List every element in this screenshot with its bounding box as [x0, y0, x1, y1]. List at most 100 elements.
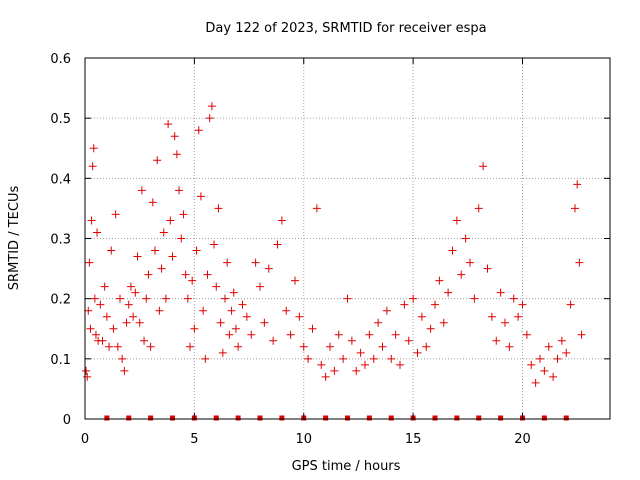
data-point: [159, 228, 168, 237]
zero-marker: [366, 415, 372, 421]
data-point: [214, 204, 223, 213]
data-point: [409, 294, 418, 303]
data-point: [404, 336, 413, 345]
zero-marker: [563, 415, 569, 421]
data-point: [422, 342, 431, 351]
zero-marker: [454, 415, 460, 421]
grid: [85, 58, 610, 419]
y-axis-label: SRMTID / TECUs: [7, 186, 22, 291]
data-point: [374, 318, 383, 327]
x-tick-label: 10: [295, 432, 312, 447]
data-point: [82, 366, 91, 375]
data-point: [90, 294, 99, 303]
data-point: [223, 258, 232, 267]
data-point: [457, 270, 466, 279]
data-point: [164, 120, 173, 129]
data-point: [100, 282, 109, 291]
data-point: [229, 288, 238, 297]
data-point: [479, 162, 488, 171]
data-point: [109, 324, 118, 333]
data-point: [321, 372, 330, 381]
data-point: [105, 342, 114, 351]
data-point: [199, 306, 208, 315]
data-point: [129, 312, 138, 321]
data-point: [356, 348, 365, 357]
data-point: [194, 126, 203, 135]
data-point: [439, 318, 448, 327]
data-point: [461, 234, 470, 243]
data-point: [317, 360, 326, 369]
data-point: [111, 210, 120, 219]
zero-marker: [104, 415, 110, 421]
data-point: [509, 294, 518, 303]
data-point: [137, 186, 146, 195]
data-point: [496, 288, 505, 297]
data-point: [269, 336, 278, 345]
data-point: [566, 300, 575, 309]
data-point: [387, 354, 396, 363]
zero-marker: [213, 415, 219, 421]
x-axis-label: GPS time / hours: [292, 459, 401, 474]
data-point: [205, 114, 214, 123]
zero-marker: [126, 415, 132, 421]
zero-marker: [476, 415, 482, 421]
data-point: [553, 354, 562, 363]
data-point: [135, 318, 144, 327]
data-point: [126, 282, 135, 291]
data-point: [122, 318, 131, 327]
data-point: [448, 246, 457, 255]
data-point: [501, 318, 509, 327]
data-point: [544, 342, 553, 351]
data-point: [242, 312, 251, 321]
data-point: [492, 336, 501, 345]
y-tick-label: 0: [63, 413, 71, 428]
data-point: [334, 330, 343, 339]
data-point: [85, 258, 94, 267]
x-tick-label: 0: [81, 432, 89, 447]
data-point: [166, 216, 175, 225]
zero-marker: [279, 415, 285, 421]
data-point: [203, 270, 212, 279]
data-point: [361, 360, 369, 369]
data-point: [234, 342, 243, 351]
data-point: [540, 366, 549, 375]
data-point: [514, 312, 523, 321]
data-point: [413, 348, 422, 357]
data-point: [116, 294, 124, 303]
data-point: [575, 258, 584, 267]
data-point: [282, 306, 291, 315]
data-point: [153, 156, 162, 165]
chart-title: Day 122 of 2023, SRMTID for receiver esp…: [205, 21, 486, 36]
data-point: [170, 132, 179, 141]
data-point: [308, 324, 317, 333]
zero-marker: [432, 415, 438, 421]
data-point: [192, 246, 201, 255]
data-point: [256, 282, 264, 291]
data-point: [400, 300, 409, 309]
data-point: [391, 330, 400, 339]
data-point: [312, 204, 321, 213]
data-point: [102, 312, 111, 321]
data-point: [151, 246, 159, 255]
data-point: [396, 360, 404, 369]
data-point: [118, 354, 127, 363]
data-point: [299, 342, 308, 351]
data-point: [562, 348, 571, 357]
data-point: [89, 144, 98, 153]
data-point: [286, 330, 295, 339]
data-point: [251, 258, 260, 267]
data-point: [573, 180, 582, 189]
data-point: [181, 270, 190, 279]
data-point: [133, 252, 142, 261]
data-point: [201, 354, 210, 363]
data-point: [146, 342, 155, 351]
axis-ticks: 0 0.1 0.2 0.3 0.4 0.5 0.6 0 5 10 15 20: [50, 52, 610, 447]
data-point: [277, 216, 286, 225]
data-point: [352, 366, 361, 375]
data-point: [466, 258, 474, 267]
data-point: [179, 210, 188, 219]
y-tick-label: 0.6: [50, 52, 71, 67]
data-point: [417, 312, 426, 321]
data-point: [183, 294, 192, 303]
